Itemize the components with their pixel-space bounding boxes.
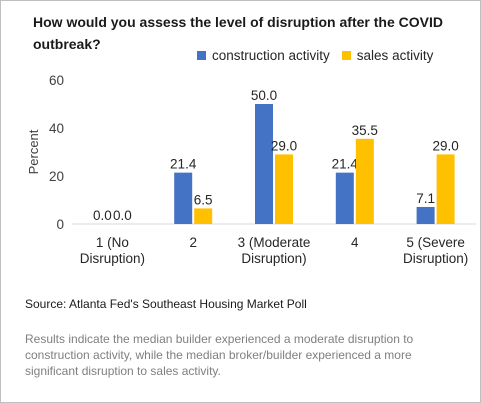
bar-construction xyxy=(255,104,273,224)
bar-construction xyxy=(335,172,354,224)
bar-sales xyxy=(194,208,213,224)
data-label-sales: 35.5 xyxy=(352,123,378,138)
bar-construction xyxy=(174,172,193,224)
x-tick-label: 2 xyxy=(189,235,197,250)
legend-item-sales: sales activity xyxy=(341,48,434,63)
chart-title: How would you assess the level of disrup… xyxy=(33,14,443,52)
x-tick-label: Disruption) xyxy=(80,251,145,266)
bar-construction xyxy=(416,206,435,224)
source-text: Source: Atlanta Fed's Southeast Housing … xyxy=(25,297,307,311)
data-label-sales: 0.0 xyxy=(113,208,132,223)
y-tick-label: 40 xyxy=(49,121,64,136)
legend-swatch-construction xyxy=(197,51,206,60)
data-label-construction: 21.4 xyxy=(170,157,197,172)
legend-label-construction: construction activity xyxy=(212,48,330,63)
bar-sales xyxy=(275,154,293,224)
x-tick-label: 4 xyxy=(351,235,359,250)
bar-sales xyxy=(355,138,374,224)
y-tick-label: 60 xyxy=(49,73,64,88)
x-tick-label: Disruption) xyxy=(403,251,468,266)
data-label-construction: 21.4 xyxy=(332,157,359,172)
data-label-sales: 29.0 xyxy=(432,138,458,153)
legend-item-construction: construction activity xyxy=(197,48,330,63)
chart-legend: construction activity sales activity xyxy=(197,48,445,63)
legend-label-sales: sales activity xyxy=(356,48,434,63)
legend-swatch-sales xyxy=(341,51,351,60)
note-text: Results indicate the median builder expe… xyxy=(25,332,414,378)
x-tick-label: Disruption) xyxy=(241,251,306,266)
x-tick-label: 5 (Severe xyxy=(406,235,465,250)
data-label-sales: 29.0 xyxy=(271,138,297,153)
data-label-construction: 0.0 xyxy=(93,208,112,223)
x-tick-label: 3 (Moderate xyxy=(238,235,311,250)
y-axis-label: Percent xyxy=(26,129,41,174)
y-tick-label: 20 xyxy=(49,169,64,184)
y-tick-label: 0 xyxy=(56,217,64,232)
data-label-construction: 7.1 xyxy=(416,191,435,206)
bar-sales xyxy=(436,154,455,224)
data-label-construction: 50.0 xyxy=(251,88,277,103)
x-tick-label: 1 (No xyxy=(96,235,129,250)
data-label-sales: 6.5 xyxy=(194,192,213,207)
